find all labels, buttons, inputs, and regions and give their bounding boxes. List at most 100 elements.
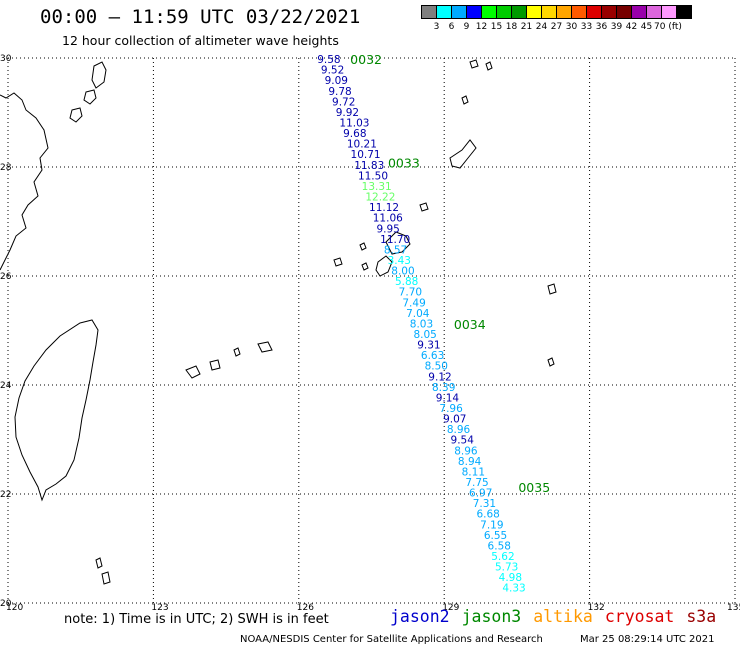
satellite-s3a: s3a: [686, 607, 717, 626]
wave-height-value: 3.43: [388, 255, 411, 267]
wave-height-value: 7.04: [406, 308, 430, 320]
wave-height-value: 5.73: [495, 562, 518, 574]
legend-swatch: [646, 5, 662, 19]
wave-height-value: 8.94: [458, 456, 482, 468]
amami-island: [385, 231, 411, 255]
legend-swatch: [481, 5, 497, 19]
legend-swatch: [556, 5, 572, 19]
altimeter-track: 9.589.529.099.789.729.9211.039.6810.2110…: [317, 54, 526, 595]
sakishima-islands: [185, 341, 273, 379]
zhoushan-islands: [69, 61, 107, 123]
wave-height-value: 9.52: [321, 65, 344, 77]
lat-tick-label: 30: [0, 54, 12, 64]
wave-height-value: 8.39: [432, 382, 455, 394]
legend-swatches: [421, 5, 692, 19]
wave-height-value: 7.19: [480, 519, 503, 531]
legend-swatch: [661, 5, 677, 19]
legend-label: 36: [595, 22, 608, 32]
legend-labels: 3 6 9 12 15 18 21 24 27 30 33 36 39 42 45 70 (ft): [421, 22, 691, 32]
wave-height-value: 11.06: [373, 213, 403, 225]
wave-height-value: 9.12: [428, 371, 451, 383]
axis-labels: 120 123 126 129 132 135 30 28 26 24 22 20: [0, 54, 740, 613]
satellite-cryosat: cryosat: [604, 607, 675, 626]
coastlines: [0, 59, 557, 585]
taiwan-coastline: [14, 319, 99, 502]
lon-tick-label: 126: [297, 603, 314, 613]
wave-height-value: 8.96: [454, 445, 478, 457]
wave-height-value: 9.92: [336, 107, 359, 119]
legend-label: 6: [448, 22, 455, 32]
legend-swatch: [526, 5, 542, 19]
legend-label: 39: [610, 22, 623, 32]
wave-height-value: 7.75: [465, 477, 488, 489]
okinawa-island: [375, 255, 393, 277]
lon-tick-label: 132: [588, 603, 605, 613]
legend-swatch: [571, 5, 587, 19]
wave-height-value: 4.98: [499, 572, 522, 584]
wave-height-value: 8.00: [391, 266, 414, 278]
lat-lon-grid: [7, 57, 736, 604]
wave-height-value: 11.12: [369, 202, 399, 214]
lon-tick-label: 123: [151, 603, 168, 613]
wave-height-value: 7.96: [439, 403, 463, 415]
wave-height-value: 9.68: [343, 128, 366, 140]
wave-height-value: 8.05: [413, 329, 436, 341]
legend-swatch: [436, 5, 452, 19]
legend-label: 3: [433, 22, 440, 32]
wave-height-value: 9.14: [436, 392, 460, 404]
wave-height-value: 6.68: [476, 509, 499, 521]
wave-height-value: 9.09: [325, 75, 348, 87]
wave-height-value: 7.70: [399, 287, 422, 299]
legend-label: 24: [535, 22, 548, 32]
legend-swatch: [601, 5, 617, 19]
wave-height-value: 6.58: [488, 540, 511, 552]
lat-tick-label: 24: [0, 381, 12, 391]
legend-label: 15: [490, 22, 503, 32]
wave-height-value: 9.58: [317, 54, 340, 66]
satellite-jason3: jason3: [461, 607, 522, 626]
wave-height-value: 8.11: [462, 466, 485, 478]
satellite-altika: altika: [533, 607, 593, 626]
wave-height-value: 8.03: [410, 318, 433, 330]
legend-swatch: [421, 5, 437, 19]
legend-label: 33: [580, 22, 593, 32]
legend-swatch: [586, 5, 602, 19]
wave-height-value: 11.50: [358, 170, 388, 182]
wave-height-value: 7.31: [473, 498, 496, 510]
legend-swatch: [451, 5, 467, 19]
wave-height-value: 9.54: [451, 435, 475, 447]
wave-height-value: 6.97: [469, 488, 492, 500]
legend-label: 21: [520, 22, 533, 32]
pass-number-label: 0033: [388, 156, 420, 171]
wave-height-value: 5.62: [491, 551, 514, 563]
wave-height-value: 6.55: [484, 530, 507, 542]
wave-height-value: 7.49: [402, 297, 425, 309]
lat-tick-label: 28: [0, 163, 12, 173]
legend-label: 9: [463, 22, 470, 32]
daito-islands: [547, 283, 557, 367]
wave-height-value: 8.57: [384, 244, 407, 256]
wave-height-value: 11.03: [339, 118, 369, 130]
wave-height-value: 12.22: [365, 192, 395, 204]
wave-height-value: 11.83: [354, 160, 384, 172]
wave-height-value: 9.95: [376, 223, 399, 235]
legend-swatch: [496, 5, 512, 19]
legend-swatch: [676, 5, 692, 19]
legend-label: 27: [550, 22, 563, 32]
legend-label: 42: [625, 22, 638, 32]
china-coastline: [0, 92, 49, 271]
lon-tick-label: 120: [6, 603, 23, 613]
legend-label: 12: [475, 22, 488, 32]
legend-swatch: [631, 5, 647, 19]
credit-line: NOAA/NESDIS Center for Satellite Applica…: [240, 634, 543, 645]
wave-height-value: 9.78: [328, 86, 351, 98]
wave-height-value: 9.31: [417, 340, 440, 352]
satellite-jason2: jason2: [390, 607, 450, 626]
color-legend: 3 6 9 12 15 18 21 24 27 30 33 36 39 42 45 70 (ft): [421, 5, 692, 32]
wave-height-value: 11.70: [380, 234, 410, 246]
pass-labels: 0032 0033 0034 0035: [350, 52, 550, 495]
legend-label: 30: [565, 22, 578, 32]
footer-note: note: 1) Time is in UTC; 2) SWH is in fe…: [64, 612, 329, 627]
legend-label: 45: [640, 22, 653, 32]
